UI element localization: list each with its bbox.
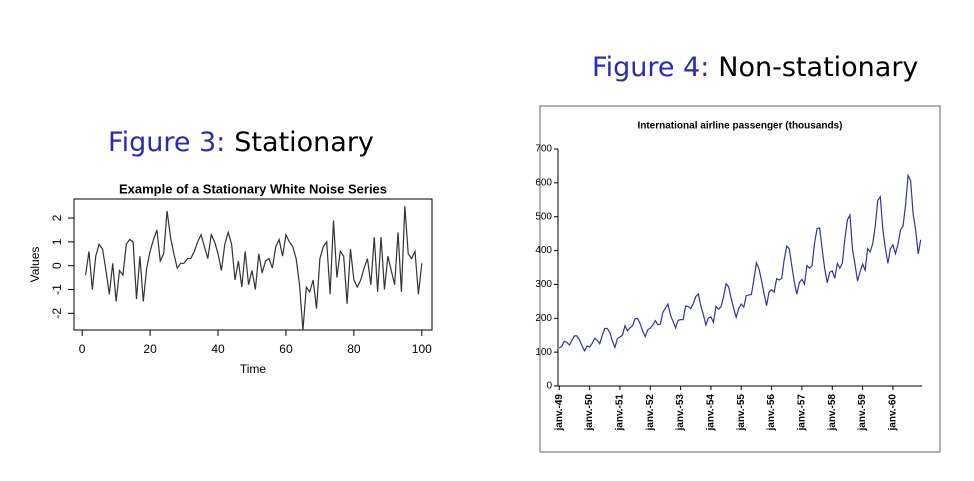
x-tick-label: janv.-50 [584, 394, 595, 432]
x-tick-label: 80 [347, 342, 361, 356]
x-tick-label: 20 [143, 342, 157, 356]
y-tick-label: 0 [546, 381, 552, 392]
y-tick-label: 1 [50, 238, 64, 245]
series-line [84, 206, 423, 331]
x-tick-label: 0 [79, 342, 86, 356]
y-tick-label: 300 [535, 279, 552, 290]
x-tick-label: janv.-56 [766, 394, 777, 432]
x-tick-label: janv.-53 [675, 394, 686, 432]
plot-box [73, 198, 433, 331]
y-tick-label: 2 [50, 214, 64, 221]
x-tick-label: 100 [412, 342, 432, 356]
figure-frame [539, 105, 941, 453]
y-tick-label: 700 [535, 144, 552, 155]
x-tick-label: janv.-59 [857, 394, 868, 432]
caption: Figure 3: Stationary [108, 127, 374, 158]
x-axis-label: Time [240, 362, 267, 376]
y-tick-label: 200 [535, 313, 552, 324]
caption-text: Non-stationary [718, 52, 918, 83]
y-tick-label: 600 [535, 177, 552, 188]
y-tick-label: -2 [50, 308, 64, 319]
caption-text: Stationary [234, 127, 374, 158]
x-tick-label: janv.-49 [554, 394, 565, 432]
chart-title: Example of a Stationary White Noise Seri… [119, 181, 387, 196]
caption-label: Figure 4: [592, 52, 709, 83]
x-tick-label: janv.-60 [888, 394, 899, 432]
x-tick-label: janv.-58 [827, 394, 838, 432]
x-tick-label: 60 [279, 342, 293, 356]
x-tick-label: 40 [211, 342, 225, 356]
caption-label: Figure 3: [108, 127, 225, 158]
x-tick-label: janv.-57 [797, 394, 808, 432]
y-tick-label: 100 [535, 347, 552, 358]
chart-title: International airline passenger (thousan… [637, 121, 842, 132]
y-tick-label: -1 [50, 284, 64, 295]
y-tick-label: 500 [535, 211, 552, 222]
caption: Figure 4: Non-stationary [592, 52, 918, 83]
x-tick-label: janv.-55 [736, 394, 747, 432]
y-tick-label: 400 [535, 245, 552, 256]
x-tick-label: janv.-51 [615, 394, 626, 432]
y-tick-label: 0 [50, 262, 64, 269]
x-tick-label: janv.-52 [645, 394, 656, 432]
x-tick-label: janv.-54 [706, 394, 717, 432]
y-axis-label: Values [28, 247, 42, 283]
series-line [558, 173, 922, 353]
